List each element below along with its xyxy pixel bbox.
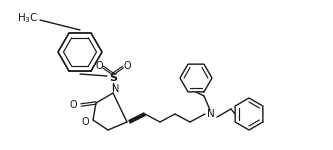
- Text: O: O: [95, 61, 103, 71]
- Text: S: S: [109, 73, 117, 83]
- Text: O: O: [69, 100, 77, 110]
- Text: O: O: [123, 61, 131, 71]
- Text: O: O: [81, 117, 89, 127]
- Text: H$_3$C: H$_3$C: [17, 11, 39, 25]
- Text: N: N: [112, 84, 120, 94]
- Text: N: N: [207, 109, 215, 119]
